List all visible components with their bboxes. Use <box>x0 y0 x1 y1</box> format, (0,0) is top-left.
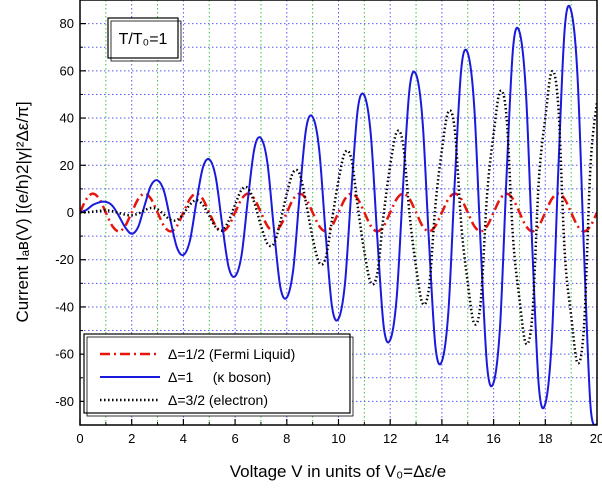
y-tick-label: -60 <box>55 347 74 362</box>
legend-label-fermi-liquid: Δ=1/2 (Fermi Liquid) <box>168 346 295 362</box>
series-kappa-boson <box>80 4 597 425</box>
x-tick-label: 18 <box>538 431 552 446</box>
legend-label-kappa-boson: Δ=1 (κ boson) <box>168 369 271 385</box>
y-tick-label: 0 <box>67 205 74 220</box>
annotation-text: T/T₀=1 <box>119 31 168 48</box>
ticks: 0 2 4 6 8 10 12 14 16 18 20 -80 -60 -40 -20 0 20 40 60 80 <box>55 0 602 446</box>
x-tick-label: 8 <box>283 431 290 446</box>
y-tick-label: 40 <box>60 111 74 126</box>
y-tick-label: -40 <box>55 299 74 314</box>
annotation-box: T/T₀=1 <box>107 17 182 62</box>
x-tick-label: 2 <box>128 431 135 446</box>
x-tick-label: 12 <box>383 431 397 446</box>
y-tick-label: 20 <box>60 158 74 173</box>
x-tick-label: 6 <box>231 431 238 446</box>
x-tick-label: 4 <box>180 431 187 446</box>
x-tick-label: 0 <box>76 431 83 446</box>
y-tick-label: -20 <box>55 252 74 267</box>
y-tick-label: 80 <box>60 16 74 31</box>
series-fermi-liquid <box>80 192 597 233</box>
y-axis-label: Current Iₐʙ(V) [(e/h)2|γ|²Δε/π] <box>13 101 32 322</box>
series-layer <box>80 4 597 425</box>
legend: Δ=1/2 (Fermi Liquid) Δ=1 (κ boson) Δ=3/2… <box>83 333 354 417</box>
y-tick-label: 60 <box>60 63 74 78</box>
legend-label-electron: Δ=3/2 (electron) <box>168 392 268 408</box>
x-tick-label: 16 <box>486 431 500 446</box>
x-tick-label: 20 <box>590 431 602 446</box>
y-tick-label: -80 <box>55 394 74 409</box>
x-tick-label: 14 <box>435 431 449 446</box>
x-tick-label: 10 <box>331 431 345 446</box>
series-electron <box>80 69 597 365</box>
x-axis-label: Voltage V in units of V₀=Δε/e <box>230 462 446 481</box>
